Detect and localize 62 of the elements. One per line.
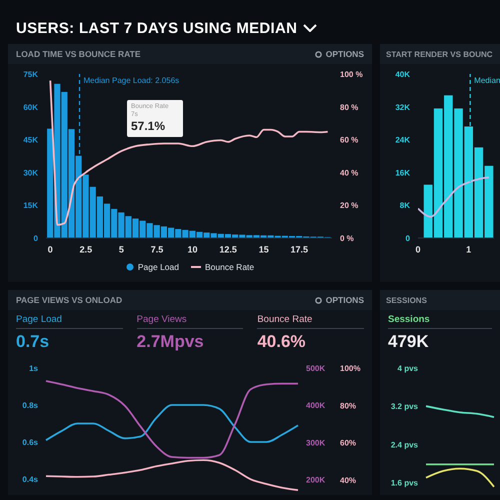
y-tick-label: 0 (406, 234, 411, 243)
y-tick-label: 0.4s (22, 475, 39, 484)
chart-title: START RENDER VS BOUNC (386, 50, 493, 58)
x-tick-label: 15 (258, 244, 269, 254)
x-tick-label: 12.5 (219, 244, 237, 254)
y-tick-label: 4 pvs (398, 364, 419, 373)
ref-line-label: Median (474, 76, 500, 85)
x-tick-label: 5 (118, 244, 124, 254)
y2-tick-label: 200K (306, 476, 326, 485)
legend-label: Bounce Rate (204, 262, 254, 272)
y-tick-label: 30K (23, 168, 38, 178)
text: 2.7Mpvs (136, 332, 205, 352)
y-tick-label: 32K (395, 102, 410, 112)
text: OPTIONS (326, 295, 364, 305)
y-tick-label: 40K (395, 70, 410, 79)
y-tick-label: 45K (23, 136, 38, 145)
y3-tick-label: 60% (340, 438, 356, 448)
y-tick-label: 0.6s (22, 438, 39, 448)
y-tick-label: 2.4 pvs (390, 440, 419, 450)
chart-title: USERS: LAST 7 DAYS USING MEDIAN (16, 20, 298, 37)
text: Page Views (136, 314, 244, 329)
y-tick-label: 1s (29, 364, 39, 373)
y3-tick-label: 40% (340, 476, 356, 485)
y2-tick-label: 400K (306, 401, 326, 410)
text: Page Load (16, 314, 123, 329)
y-tick-label: 16K (395, 168, 410, 178)
y3-tick-label: 100% (340, 364, 360, 373)
y2-tick-label: 500K (306, 364, 326, 373)
y2-tick-label: 20 % (340, 201, 358, 210)
y2-tick-label: 100 % (340, 70, 363, 79)
y-tick-label: 15K (23, 201, 38, 210)
y2-tick-label: 300K (306, 438, 326, 448)
y-tick-label: 3.2 pvs (390, 402, 419, 412)
chart-title: PAGE VIEWS VS ONLOAD (16, 295, 122, 305)
text: 479K (388, 332, 430, 352)
text: Bounce Rate (257, 314, 364, 329)
text: Sessions (388, 314, 492, 329)
x-tick-label: 10 (188, 244, 198, 254)
text: 40.6% (257, 332, 307, 352)
y2-tick-label: 60 % (340, 136, 358, 145)
y-tick-label: 8K (400, 201, 410, 210)
legend-label: Page Load (136, 262, 179, 272)
y2-tick-label: 80 % (340, 102, 358, 112)
text: OPTIONS (326, 49, 364, 59)
y-tick-label: 1.6 pvs (390, 478, 419, 488)
x-tick-label: 17.5 (290, 244, 308, 254)
x-tick-label: 1 (466, 244, 472, 254)
x-tick-label: 7.5 (150, 244, 164, 254)
y-tick-label: 24K (395, 136, 410, 145)
ref-line-label: Median Page Load: 2.056s (84, 76, 180, 85)
chart-title: SESSIONS (386, 296, 427, 304)
y-tick-label: 0.8s (22, 401, 39, 410)
y2-tick-label: 0 % (340, 234, 354, 243)
x-tick-label: 2.5 (80, 244, 92, 254)
y-tick-label: 0 (34, 234, 39, 243)
chart-subtitle: LOAD TIME VS BOUNCE RATE (16, 49, 141, 59)
text: 0.7s (16, 332, 50, 352)
x-tick-label: 0 (48, 244, 53, 254)
y2-tick-label: 40 % (340, 168, 358, 178)
y-tick-label: 60K (23, 102, 38, 112)
y3-tick-label: 80% (340, 401, 356, 410)
y-tick-label: 75K (23, 70, 38, 79)
